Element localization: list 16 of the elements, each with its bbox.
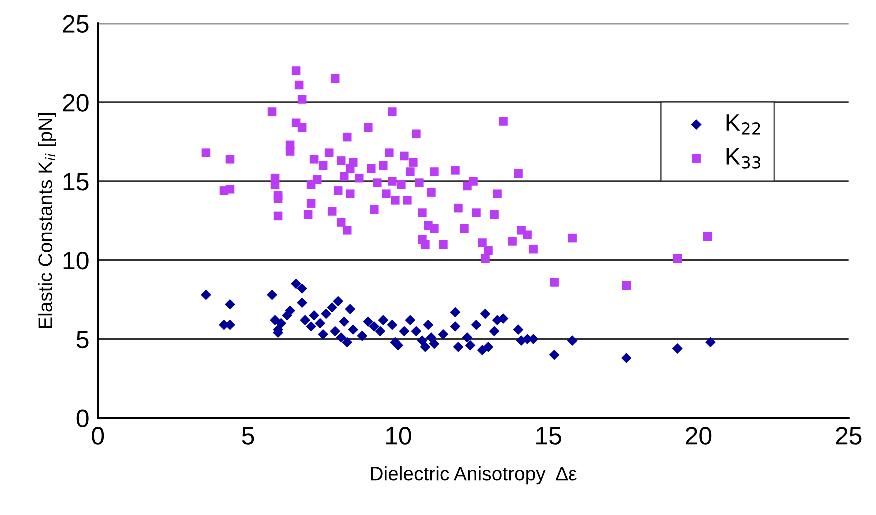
x-tick-label: 0: [92, 427, 104, 445]
y-tick-label: 0: [76, 410, 89, 428]
x-tick-label: 25: [836, 427, 862, 445]
y-axis-title: Elastic Constants K$_{ii}$ [pN]: [38, 113, 56, 328]
legend-label: K$_{33}$: [726, 148, 761, 169]
x-tick-label: 20: [686, 427, 712, 445]
x-tick-label: 10: [386, 427, 412, 445]
y-tick-label: 15: [64, 173, 89, 191]
x-axis-title: Dielectric Anisotropy Δε: [371, 466, 577, 485]
y-tick-label: 5: [76, 331, 89, 349]
x-tick-label: 5: [242, 427, 254, 445]
y-tick-label: 10: [64, 252, 89, 270]
x-tick-label: 15: [536, 427, 562, 445]
legend-label: K$_{22}$: [726, 114, 760, 135]
y-tick-label: 25: [63, 15, 89, 33]
y-tick-label: 20: [63, 94, 89, 112]
